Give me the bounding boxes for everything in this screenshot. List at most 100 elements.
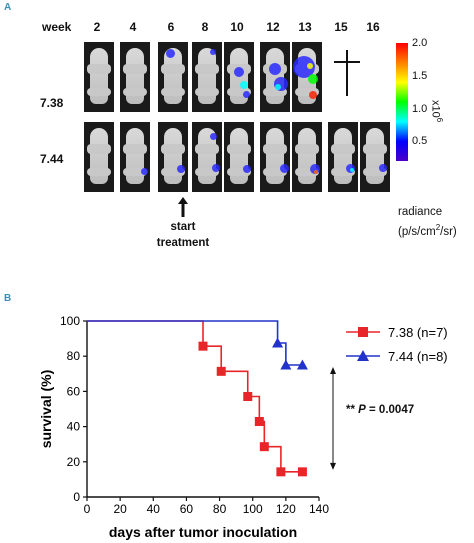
week-label-16: 16 [366, 20, 380, 34]
x-tick-label: 40 [147, 502, 161, 516]
x-tick-label: 20 [113, 502, 127, 516]
data-point-triangle [280, 359, 292, 370]
up-arrow-icon [178, 197, 188, 217]
mouse-image [292, 122, 322, 192]
deceased-cross-icon [334, 50, 360, 96]
start-label: start [170, 221, 196, 233]
panel-b-letter: B [4, 293, 12, 304]
bioluminescence-spot [275, 84, 281, 90]
colorbar-tick-label: 0.5 [412, 135, 428, 148]
week-label-8: 8 [201, 20, 209, 34]
mouse-image [224, 42, 254, 112]
mouse-image [192, 42, 222, 112]
series-line [87, 320, 303, 473]
bioluminescence-spot [279, 164, 289, 173]
week-label-10: 10 [230, 20, 244, 34]
y-tick-label: 100 [60, 314, 80, 328]
chart-markers [198, 337, 308, 477]
y-tick-label: 20 [67, 455, 81, 469]
mouse-image [84, 122, 114, 192]
legend-marker-triangle [357, 350, 369, 361]
week-label-15: 15 [334, 20, 348, 34]
mouse-image [260, 42, 290, 112]
week-label-6: 6 [167, 20, 175, 34]
bioluminescence-spot [212, 164, 220, 172]
data-point-triangle [272, 337, 284, 348]
mouse-image [120, 122, 150, 192]
bioluminescence-spot [243, 91, 250, 98]
mouse-image [158, 122, 188, 192]
bracket-arrow-bottom [330, 462, 336, 470]
bioluminescence-spot [314, 169, 318, 174]
data-point-square [198, 341, 208, 351]
panel-a-letter: A [4, 2, 12, 13]
colorbar-tick-label: 1.5 [412, 69, 428, 82]
colorbar-label: radiance (p/s/cm2/sr) [398, 204, 457, 240]
bioluminescence-spot [378, 164, 387, 172]
x-axis-label: days after tumor inoculation [109, 524, 297, 540]
radiance-label: radiance [398, 206, 443, 218]
y-tick-label: 0 [73, 490, 80, 504]
bioluminescence-spot [308, 73, 318, 84]
bioluminescence-spot [309, 91, 317, 99]
week-header: week [42, 20, 72, 34]
mouse-image [260, 122, 290, 192]
week-label-4: 4 [129, 20, 137, 34]
mouse-image [158, 42, 188, 112]
y-tick-label: 60 [67, 384, 81, 398]
data-point-square [216, 366, 226, 376]
x-tick-label: 60 [180, 502, 194, 516]
bioluminescence-spot [269, 63, 281, 75]
p-value-bracket [330, 367, 336, 470]
data-point-square [297, 467, 307, 477]
y-tick-label: 80 [67, 349, 81, 363]
data-point-square [243, 392, 253, 402]
bioluminescence-spot [309, 164, 320, 174]
bioluminescence-spot [165, 49, 175, 58]
chart-axes: 0 20 40 60 80 100 120 140 0 20 40 60 80 100 days after… [38, 314, 329, 540]
bioluminescence-spot [234, 66, 244, 77]
bioluminescence-spot [209, 132, 217, 140]
week-label-12: 12 [266, 20, 280, 34]
bioluminescence-spot [239, 80, 248, 89]
mouse-image [84, 42, 114, 112]
x-tick-label: 100 [243, 502, 263, 516]
mouse-image [120, 42, 150, 112]
bioluminescence-spot [140, 167, 148, 175]
mouse-image [292, 42, 322, 112]
legend-entry: 7.38 (n=7) [388, 325, 448, 340]
p-value-annotation: ** P = 0.0047 [346, 404, 415, 416]
legend-marker-square [358, 327, 368, 337]
bioluminescence-spot [350, 167, 354, 172]
y-axis-label: survival (%) [38, 370, 54, 449]
week-label-2: 2 [93, 20, 101, 34]
data-point-square [276, 467, 286, 477]
row-label-738: 7.38 [40, 96, 64, 110]
data-point-square [254, 416, 264, 426]
bioluminescence-spot [307, 63, 313, 69]
bracket-arrow-top [330, 367, 336, 374]
chart-legend: 7.38 (n=7) 7.44 (n=8) [346, 325, 448, 364]
bioluminescence-spot [242, 165, 251, 174]
x-tick-label: 140 [309, 502, 329, 516]
bioluminescence-spot [210, 49, 216, 55]
bioluminescence-spot [293, 56, 315, 78]
chart-lines [87, 320, 303, 473]
colorbar-tick-label: 1.0 [412, 102, 428, 115]
data-point-square [259, 442, 269, 452]
mouse-image [328, 122, 358, 192]
radiance-units: (p/s/cm2/sr) [398, 223, 457, 238]
x-tick-label: 80 [213, 502, 227, 516]
row-label-744: 7.44 [40, 152, 64, 166]
start-treatment-label: start treatment [150, 219, 216, 251]
mouse-image [192, 122, 222, 192]
mouse-image [224, 122, 254, 192]
x-tick-label: 120 [276, 502, 296, 516]
y-tick-label: 40 [67, 420, 81, 434]
legend-entry: 7.44 (n=8) [388, 349, 448, 364]
x-tick-label: 0 [84, 502, 91, 516]
treatment-label: treatment [156, 237, 210, 249]
data-point-triangle [296, 359, 308, 370]
series-line [87, 320, 303, 366]
